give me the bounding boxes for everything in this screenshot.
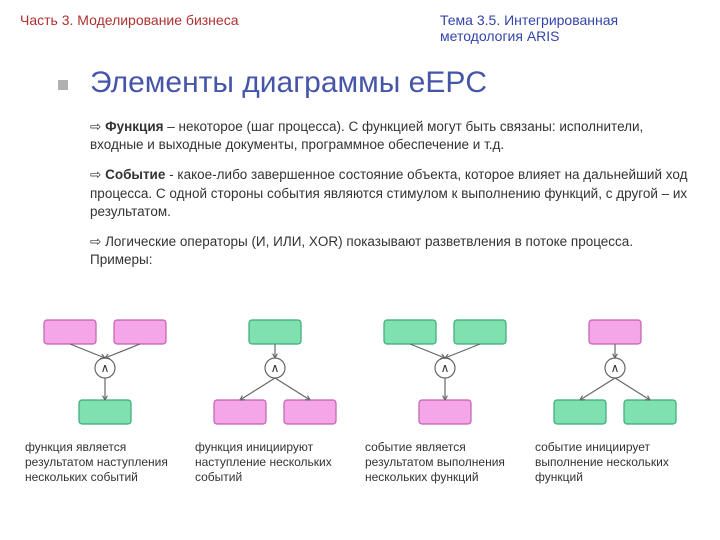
diagram-2: ∧ функция инициируют наступление несколь… bbox=[195, 312, 355, 485]
p1-rest: – некоторое (шаг процесса). С функцией м… bbox=[90, 119, 643, 152]
svg-text:∧: ∧ bbox=[441, 361, 450, 375]
diagram-3: ∧ событие является результатом выполнени… bbox=[365, 312, 525, 485]
diagram-3-svg: ∧ bbox=[370, 312, 520, 432]
header-right: Тема 3.5. Интегрированная методология AR… bbox=[440, 12, 700, 44]
bullet-icon: ⇨ bbox=[90, 234, 101, 249]
bullet-icon: ⇨ bbox=[90, 167, 101, 182]
diagram-4: ∧ событие инициирует выполнение нескольк… bbox=[535, 312, 695, 485]
p2-rest: - какое-либо завершенное состояние объек… bbox=[90, 167, 687, 218]
page-title: Элементы диаграммы eEPC bbox=[90, 66, 487, 100]
header: Часть 3. Моделирование бизнеса Тема 3.5.… bbox=[20, 12, 700, 44]
p2-term: Событие bbox=[105, 167, 165, 182]
paragraph-2: ⇨ Событие - какое-либо завершенное состо… bbox=[90, 166, 690, 221]
paragraph-3: ⇨ Логические операторы (И, ИЛИ, XOR) пок… bbox=[90, 233, 690, 269]
diagram-2-caption: функция инициируют наступление нескольки… bbox=[195, 440, 355, 485]
diagram-4-caption: событие инициирует выполнение нескольких… bbox=[535, 440, 695, 485]
diagram-row: ∧ функция является результатом наступлен… bbox=[20, 312, 700, 485]
p3-text: Логические операторы (И, ИЛИ, XOR) показ… bbox=[90, 234, 633, 267]
svg-text:∧: ∧ bbox=[271, 361, 280, 375]
diagram-2-svg: ∧ bbox=[200, 312, 350, 432]
diagram-4-svg: ∧ bbox=[540, 312, 690, 432]
title-bullet bbox=[58, 80, 68, 90]
p1-term: Функция bbox=[105, 119, 163, 134]
diagram-1: ∧ функция является результатом наступлен… bbox=[25, 312, 185, 485]
bullet-icon: ⇨ bbox=[90, 119, 101, 134]
svg-text:∧: ∧ bbox=[611, 361, 620, 375]
paragraph-1: ⇨ Функция – некоторое (шаг процесса). С … bbox=[90, 118, 690, 154]
diagram-3-caption: событие является результатом выполнения … bbox=[365, 440, 525, 485]
body-text: ⇨ Функция – некоторое (шаг процесса). С … bbox=[90, 118, 690, 282]
header-left: Часть 3. Моделирование бизнеса bbox=[20, 12, 238, 44]
diagram-1-caption: функция является результатом наступления… bbox=[25, 440, 185, 485]
svg-text:∧: ∧ bbox=[101, 361, 110, 375]
diagram-1-svg: ∧ bbox=[30, 312, 180, 432]
